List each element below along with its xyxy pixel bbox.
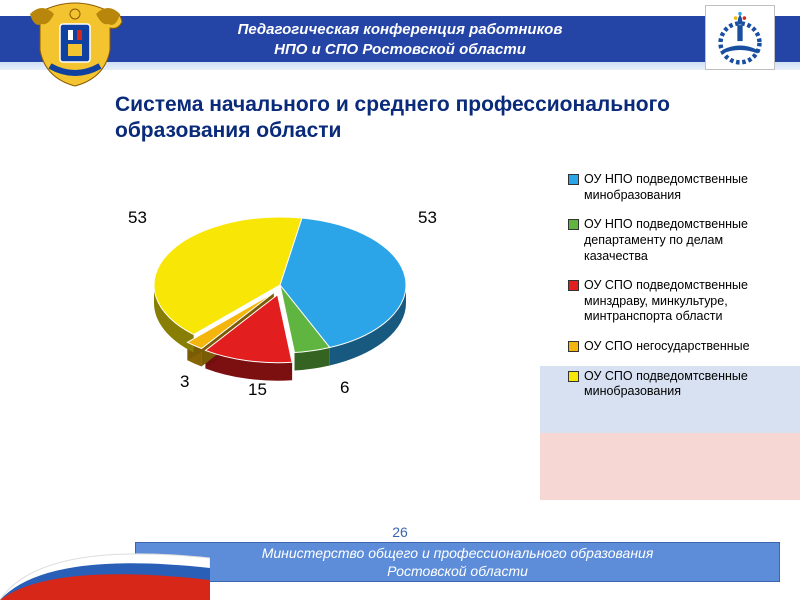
flag-ribbon-icon xyxy=(0,510,210,600)
chart-legend: ОУ НПО подведомственные минобразования ОУ… xyxy=(568,172,790,414)
pie-data-label: 6 xyxy=(340,378,349,398)
pie-data-label: 15 xyxy=(248,380,267,400)
legend-item: ОУ СПО негосударственные xyxy=(568,339,790,355)
pie-body xyxy=(150,215,410,425)
footer-banner: Министерство общего и профессионального … xyxy=(135,542,780,582)
legend-item: ОУ СПО подведомственные минздраву, минку… xyxy=(568,278,790,325)
pie-data-label: 53 xyxy=(418,208,437,228)
footer-line-1: Министерство общего и профессионального … xyxy=(136,545,779,563)
pie-data-label: 53 xyxy=(128,208,147,228)
coat-of-arms-icon xyxy=(20,0,130,90)
legend-swatch xyxy=(568,174,579,185)
legend-label: ОУ НПО подведомственные департаменту по … xyxy=(584,217,790,264)
legend-label: ОУ НПО подведомственные минобразования xyxy=(584,172,790,203)
legend-item: ОУ НПО подведомственные департаменту по … xyxy=(568,217,790,264)
legend-swatch xyxy=(568,371,579,382)
legend-swatch xyxy=(568,280,579,291)
legend-item: ОУ НПО подведомственные минобразования xyxy=(568,172,790,203)
education-emblem-icon xyxy=(705,5,775,70)
legend-swatch xyxy=(568,219,579,230)
legend-item: ОУ СПО подведомтсвенные минобразования xyxy=(568,369,790,400)
pie-data-label: 3 xyxy=(180,372,189,392)
legend-label: ОУ СПО подведомственные минздраву, минку… xyxy=(584,278,790,325)
legend-label: ОУ СПО подведомтсвенные минобразования xyxy=(584,369,790,400)
pie-chart-3d: 53 6 15 3 53 xyxy=(0,160,560,470)
footer-line-2: Ростовской области xyxy=(136,563,779,581)
page-title: Система начального и среднего профессион… xyxy=(115,92,740,145)
legend-swatch xyxy=(568,341,579,352)
legend-label: ОУ СПО негосударственные xyxy=(584,339,750,355)
